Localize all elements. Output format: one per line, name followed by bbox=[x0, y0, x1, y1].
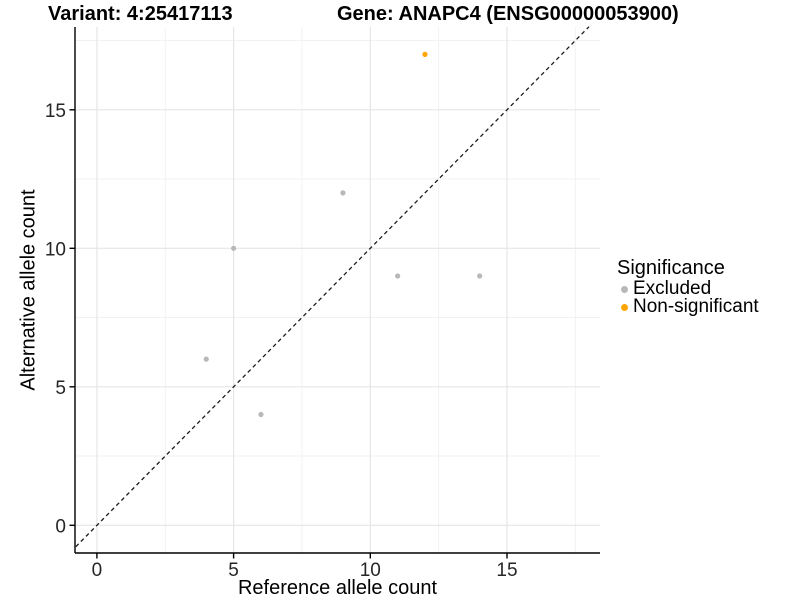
legend-key-dot bbox=[621, 285, 628, 293]
y-axis-title: Alternative allele count bbox=[17, 189, 40, 391]
data-point bbox=[203, 356, 209, 362]
data-point bbox=[477, 273, 483, 279]
plot-title-gene: Gene: ANAPC4 (ENSG00000053900) bbox=[337, 3, 679, 25]
y-tick-label: 15 bbox=[45, 101, 66, 122]
data-point bbox=[258, 411, 264, 418]
legend-item: Non-significant bbox=[617, 296, 759, 317]
legend-item-label: Excluded bbox=[633, 278, 712, 299]
data-point bbox=[340, 190, 346, 196]
legend-key-dot bbox=[621, 303, 628, 311]
legend-title: Significance bbox=[617, 257, 725, 279]
legend: Significance Excluded Non-significant bbox=[617, 256, 759, 316]
x-tick-label: 0 bbox=[92, 560, 103, 581]
y-tick-label: 0 bbox=[55, 516, 66, 537]
plot-title-variant: Variant: 4:25417113 bbox=[48, 3, 233, 25]
x-tick-label: 15 bbox=[496, 560, 517, 581]
identity-line bbox=[75, 26, 590, 548]
x-axis-title: Reference allele count bbox=[237, 577, 437, 599]
y-tick-label: 5 bbox=[55, 378, 66, 399]
legend-items: Excluded Non-significant bbox=[617, 278, 759, 317]
legend-item: Excluded bbox=[617, 278, 759, 299]
legend-item-label: Non-significant bbox=[633, 296, 759, 317]
data-point bbox=[395, 273, 401, 279]
data-point bbox=[231, 245, 237, 251]
x-tick-label: 5 bbox=[228, 560, 239, 581]
data-point bbox=[422, 51, 428, 58]
x-tick-label: 10 bbox=[360, 560, 381, 581]
y-tick-label: 10 bbox=[45, 239, 66, 260]
